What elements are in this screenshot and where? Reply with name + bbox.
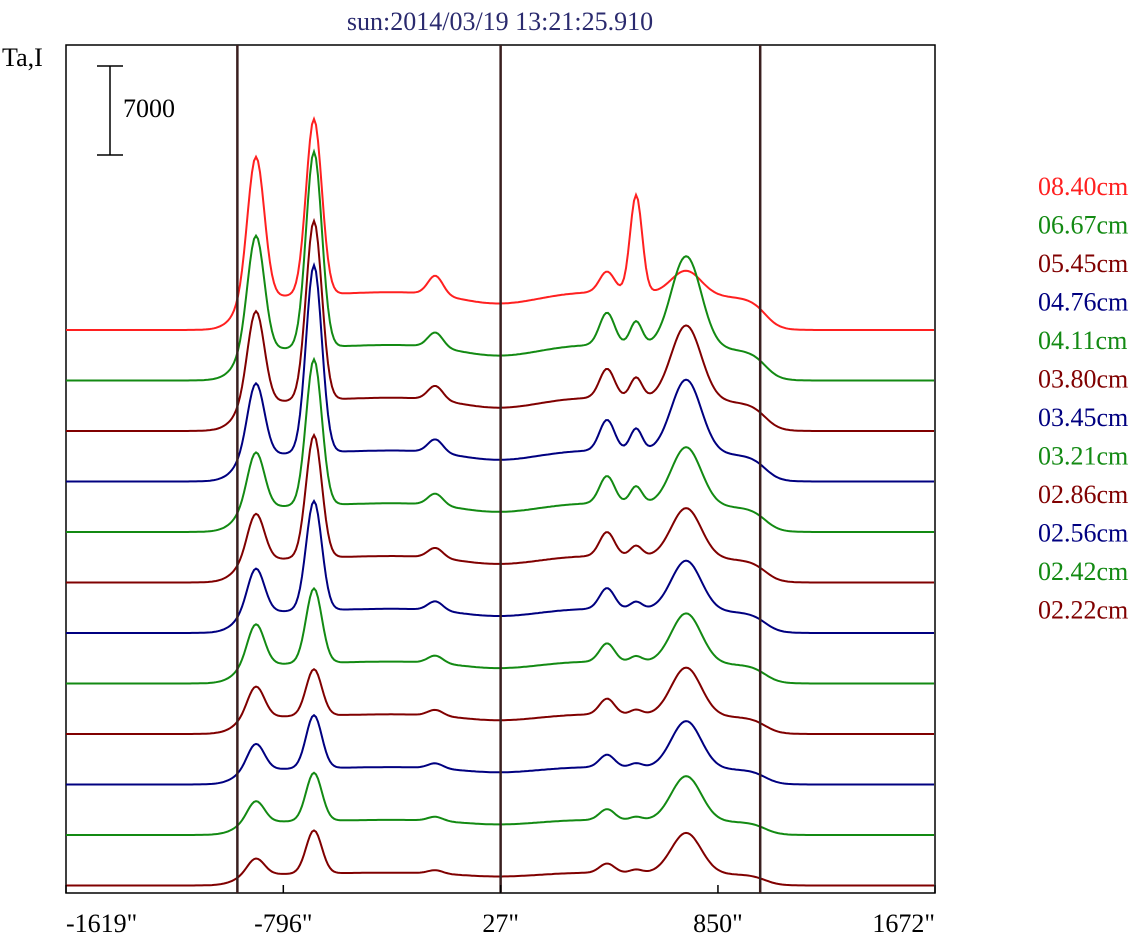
x-tick-label-3: 850" (693, 909, 743, 938)
legend-entry-02-56cm: 02.56cm (1038, 519, 1128, 548)
scale-bar: 7000 (97, 65, 175, 156)
x-tick-label-4: 1672" (872, 909, 935, 938)
x-tick-label-2: 27" (482, 909, 519, 938)
legend-entry-04-11cm: 04.11cm (1038, 326, 1127, 355)
legend-entry-03-80cm: 03.80cm (1038, 365, 1128, 394)
legend: 08.40cm 06.67cm 05.45cm 04.76cm 04.11cm 03.80… (1038, 172, 1128, 625)
legend-entry-05-45cm: 05.45cm (1038, 249, 1128, 278)
scale-bar-label: 7000 (123, 94, 175, 123)
y-axis-label: Ta,I (2, 43, 43, 72)
vertical-markers (236, 45, 762, 893)
chart-title: sun:2014/03/19 13:21:25.910 (347, 7, 653, 36)
legend-entry-03-45cm: 03.45cm (1038, 403, 1128, 432)
legend-entry-02-42cm: 02.42cm (1038, 557, 1128, 586)
legend-entry-02-22cm: 02.22cm (1038, 596, 1128, 625)
x-axis-ticks: -1619" -796" 27" 850" 1672" (65, 885, 936, 938)
legend-entry-08-40cm: 08.40cm (1038, 172, 1128, 201)
legend-entry-03-21cm: 03.21cm (1038, 442, 1128, 471)
legend-entry-06-67cm: 06.67cm (1038, 211, 1128, 240)
x-tick-label-1: -796" (254, 909, 312, 938)
x-tick-label-0: -1619" (66, 909, 137, 938)
legend-entry-02-86cm: 02.86cm (1038, 480, 1128, 509)
legend-entry-04-76cm: 04.76cm (1038, 288, 1128, 317)
